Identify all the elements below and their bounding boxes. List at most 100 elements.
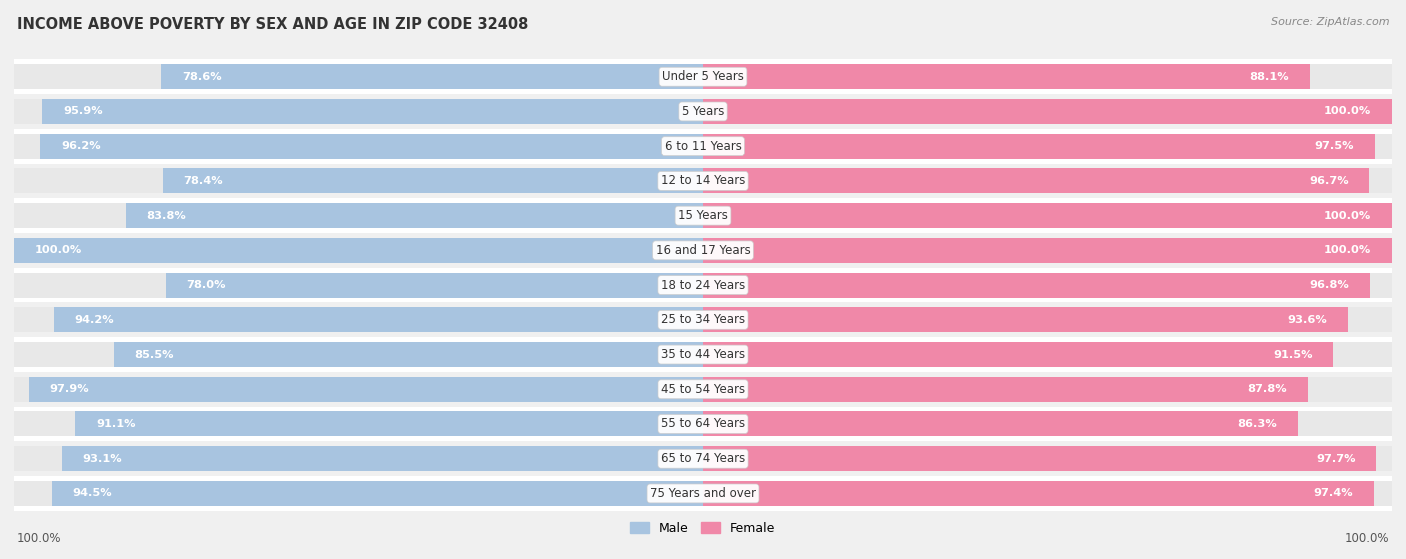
Bar (52, 481, 703, 506)
Text: 45 to 54 Years: 45 to 54 Years (661, 383, 745, 396)
Bar (703, 203, 1392, 228)
Bar (14, 64, 703, 89)
Text: 100.0%: 100.0% (35, 245, 82, 255)
Bar (14, 59, 1392, 94)
Text: 93.6%: 93.6% (1288, 315, 1327, 325)
Text: 55 to 64 Years: 55 to 64 Years (661, 418, 745, 430)
Text: 93.1%: 93.1% (83, 454, 122, 464)
Bar (703, 168, 1392, 193)
Bar (14, 198, 1392, 233)
Bar (62, 446, 703, 471)
Text: Source: ZipAtlas.com: Source: ZipAtlas.com (1271, 17, 1389, 27)
Bar (703, 134, 1392, 159)
Bar (125, 203, 703, 228)
Bar (703, 64, 1392, 89)
Bar (14, 203, 703, 228)
Text: 100.0%: 100.0% (1324, 245, 1371, 255)
Text: 78.4%: 78.4% (184, 176, 224, 186)
Bar (703, 273, 1369, 297)
Bar (703, 168, 1369, 193)
Text: 97.9%: 97.9% (49, 384, 89, 394)
Bar (14, 268, 1392, 302)
Text: 25 to 34 Years: 25 to 34 Years (661, 313, 745, 326)
Bar (703, 411, 1298, 437)
Bar (14, 372, 1392, 406)
Text: 96.7%: 96.7% (1309, 176, 1348, 186)
Bar (703, 99, 1392, 124)
Bar (53, 307, 703, 332)
Text: 94.5%: 94.5% (73, 489, 112, 499)
Bar (703, 99, 1392, 124)
Bar (14, 164, 1392, 198)
Text: 96.2%: 96.2% (60, 141, 101, 151)
Bar (162, 64, 703, 89)
Bar (14, 342, 703, 367)
Text: 65 to 74 Years: 65 to 74 Years (661, 452, 745, 465)
Bar (703, 238, 1392, 263)
Text: 12 to 14 Years: 12 to 14 Years (661, 174, 745, 187)
Bar (114, 342, 703, 367)
Text: 16 and 17 Years: 16 and 17 Years (655, 244, 751, 257)
Bar (14, 481, 703, 506)
Bar (14, 307, 703, 332)
Bar (14, 134, 703, 159)
Text: Under 5 Years: Under 5 Years (662, 70, 744, 83)
Text: INCOME ABOVE POVERTY BY SEX AND AGE IN ZIP CODE 32408: INCOME ABOVE POVERTY BY SEX AND AGE IN Z… (17, 17, 529, 32)
Bar (41, 134, 703, 159)
Bar (14, 129, 1392, 164)
Text: 78.6%: 78.6% (183, 72, 222, 82)
Bar (703, 446, 1376, 471)
Text: 18 to 24 Years: 18 to 24 Years (661, 278, 745, 292)
Bar (703, 203, 1392, 228)
Bar (703, 64, 1310, 89)
Bar (14, 406, 1392, 442)
Bar (14, 238, 703, 263)
Text: 100.0%: 100.0% (1324, 106, 1371, 116)
Text: 94.2%: 94.2% (75, 315, 114, 325)
Text: 97.7%: 97.7% (1316, 454, 1355, 464)
Text: 75 Years and over: 75 Years and over (650, 487, 756, 500)
Text: 88.1%: 88.1% (1250, 72, 1289, 82)
Bar (703, 307, 1392, 332)
Text: 96.8%: 96.8% (1309, 280, 1350, 290)
Bar (14, 302, 1392, 337)
Bar (703, 307, 1348, 332)
Bar (14, 233, 1392, 268)
Bar (703, 481, 1392, 506)
Bar (14, 238, 703, 263)
Text: 83.8%: 83.8% (146, 211, 186, 221)
Bar (14, 273, 703, 297)
Text: 100.0%: 100.0% (1324, 211, 1371, 221)
Text: 97.4%: 97.4% (1313, 489, 1354, 499)
Bar (703, 238, 1392, 263)
Text: 100.0%: 100.0% (1344, 532, 1389, 545)
Text: 87.8%: 87.8% (1247, 384, 1288, 394)
Bar (14, 476, 1392, 511)
Text: 6 to 11 Years: 6 to 11 Years (665, 140, 741, 153)
Text: 91.5%: 91.5% (1274, 349, 1313, 359)
Bar (703, 377, 1392, 402)
Text: 85.5%: 85.5% (135, 349, 174, 359)
Bar (14, 411, 703, 437)
Bar (14, 377, 703, 402)
Bar (703, 481, 1374, 506)
Text: 100.0%: 100.0% (17, 532, 62, 545)
Bar (14, 442, 1392, 476)
Legend: Male, Female: Male, Female (626, 517, 780, 540)
Text: 91.1%: 91.1% (96, 419, 135, 429)
Text: 5 Years: 5 Years (682, 105, 724, 118)
Bar (14, 168, 703, 193)
Text: 95.9%: 95.9% (63, 106, 103, 116)
Bar (703, 342, 1392, 367)
Bar (703, 134, 1375, 159)
Bar (703, 273, 1392, 297)
Text: 78.0%: 78.0% (186, 280, 226, 290)
Bar (76, 411, 703, 437)
Text: 15 Years: 15 Years (678, 209, 728, 222)
Bar (14, 94, 1392, 129)
Text: 35 to 44 Years: 35 to 44 Years (661, 348, 745, 361)
Bar (14, 446, 703, 471)
Text: 97.5%: 97.5% (1315, 141, 1354, 151)
Bar (14, 99, 703, 124)
Bar (166, 273, 703, 297)
